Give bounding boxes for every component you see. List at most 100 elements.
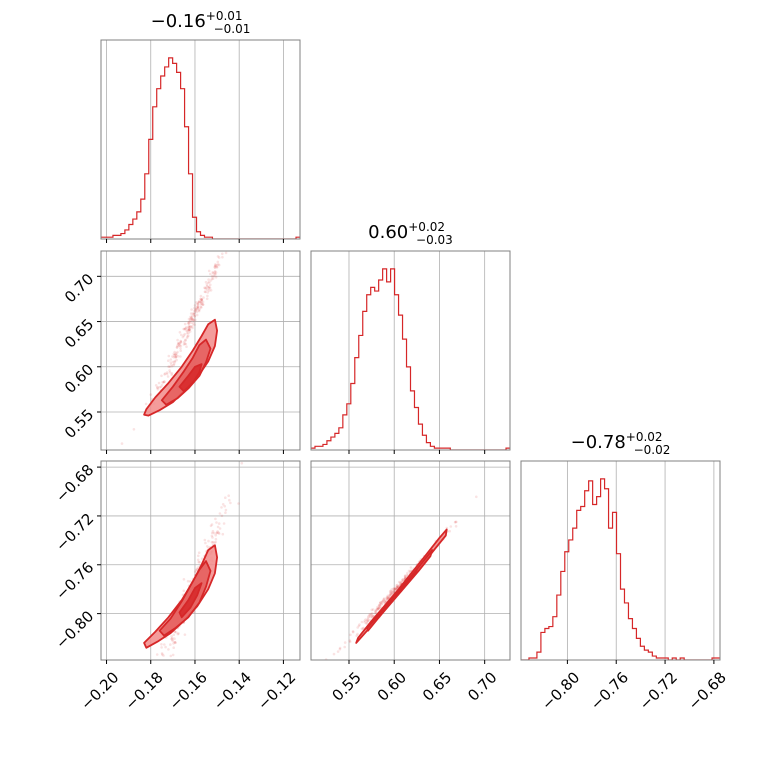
sample-point <box>187 321 190 324</box>
sample-point <box>406 571 409 575</box>
sample-point <box>378 604 381 607</box>
sample-point <box>204 280 208 284</box>
y-tick-label: 0.60 <box>61 360 97 396</box>
sample-point <box>196 302 200 306</box>
sample-point <box>213 270 217 273</box>
sample-point <box>366 616 370 619</box>
sample-point <box>386 597 389 600</box>
y-tick-label: 0.55 <box>61 406 97 442</box>
sample-point <box>407 569 411 573</box>
sample-point <box>156 388 160 391</box>
x-tick-label: −0.80 <box>538 668 583 713</box>
sample-point <box>179 349 182 352</box>
sample-point <box>165 372 169 376</box>
panel-frame <box>100 39 301 240</box>
sample-point <box>189 319 192 323</box>
sample-point <box>166 375 170 378</box>
sample-point <box>336 650 340 653</box>
sample-point <box>214 533 217 537</box>
sample-point <box>383 600 387 604</box>
sample-point <box>366 619 369 622</box>
sample-point <box>449 525 453 528</box>
sample-point <box>167 354 171 358</box>
scatter-panel-2 <box>97 460 301 672</box>
sample-point <box>185 329 188 332</box>
sample-point <box>162 666 165 669</box>
sample-point <box>405 573 409 577</box>
sample-point <box>183 342 187 345</box>
sample-point <box>158 385 161 389</box>
sample-point <box>386 594 390 598</box>
sample-point <box>189 325 192 328</box>
sample-point <box>393 588 396 591</box>
x-tick-label: −0.20 <box>77 668 122 713</box>
sample-point <box>187 326 191 329</box>
sample-point <box>380 602 384 606</box>
sample-point <box>207 287 211 290</box>
sample-point <box>404 575 407 579</box>
sample-point <box>351 630 355 633</box>
sample-point <box>218 512 222 515</box>
sample-point <box>374 609 378 612</box>
sample-point <box>194 307 198 311</box>
sample-point <box>357 624 361 628</box>
sample-point <box>171 636 174 640</box>
sample-point <box>356 626 359 629</box>
sample-point <box>197 560 200 564</box>
histogram-series <box>101 57 300 239</box>
sample-point <box>221 503 225 506</box>
sample-point <box>205 283 209 286</box>
sample-point <box>364 618 367 621</box>
sample-point <box>183 633 187 636</box>
sample-point <box>209 289 213 292</box>
sample-point <box>181 335 185 339</box>
sample-point <box>178 342 181 345</box>
sample-point <box>214 263 217 266</box>
sample-point <box>363 619 366 623</box>
sample-point <box>189 312 193 315</box>
sample-point <box>382 598 386 601</box>
sample-point <box>378 602 382 605</box>
sample-point <box>209 283 212 287</box>
sample-point <box>172 363 175 367</box>
sample-point <box>173 641 177 644</box>
sample-point <box>364 622 368 625</box>
sample-point <box>162 381 165 384</box>
sample-point <box>206 285 210 289</box>
x-tick-label: −0.12 <box>254 668 299 713</box>
sample-point <box>182 589 186 593</box>
sample-point <box>161 380 164 384</box>
y-tick-label: −0.80 <box>52 607 97 652</box>
panel-frame <box>310 460 511 661</box>
sample-point <box>368 614 372 617</box>
density-series <box>324 495 478 660</box>
sample-point <box>374 610 377 613</box>
title-median: 0.60 <box>368 222 408 243</box>
x-tick-label: 0.55 <box>329 668 365 704</box>
sample-point <box>179 339 182 343</box>
sample-point <box>377 606 381 610</box>
sample-point <box>210 523 214 526</box>
sample-point <box>182 327 185 331</box>
sample-point <box>164 669 167 672</box>
sample-point <box>172 642 175 645</box>
sample-point <box>194 569 198 572</box>
sample-point <box>197 309 200 312</box>
sample-point <box>206 291 210 294</box>
sample-point <box>389 591 392 595</box>
sample-point <box>189 315 192 319</box>
sample-point <box>194 308 197 312</box>
sample-point <box>381 600 384 603</box>
sample-point <box>363 621 366 624</box>
sample-point <box>144 402 148 406</box>
sample-point <box>205 297 209 301</box>
hist-panel-3: −0.78+0.02 −0.02 <box>520 430 721 664</box>
y-tick-label: −0.76 <box>52 558 97 603</box>
sample-point <box>192 320 196 323</box>
y-tick-label: −0.72 <box>52 510 97 555</box>
sample-point <box>180 333 183 337</box>
sample-point <box>190 318 194 321</box>
sample-point <box>182 334 186 337</box>
contour-level-3 <box>378 568 418 617</box>
sample-point <box>237 502 240 505</box>
